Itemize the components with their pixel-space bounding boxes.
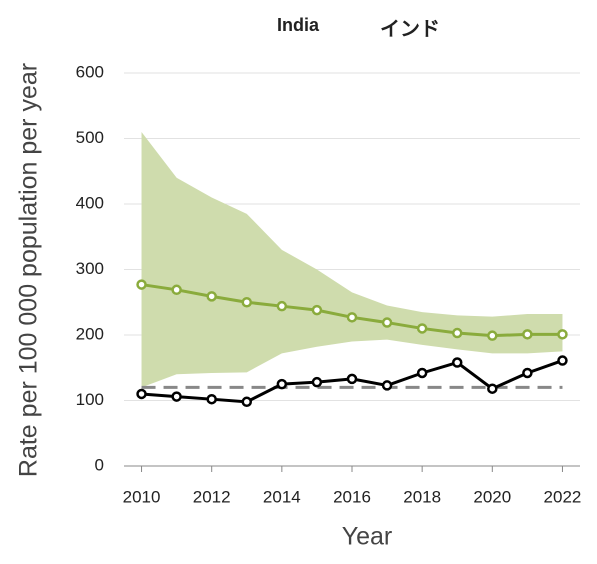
uncertainty-band — [141, 131, 563, 388]
point — [206, 291, 217, 302]
y-tick-label: 300 — [76, 259, 104, 278]
point — [381, 317, 393, 328]
point — [311, 376, 323, 388]
x-axis-label: Year — [342, 523, 393, 551]
point — [416, 367, 428, 379]
y-tick-label: 200 — [76, 324, 104, 343]
x-tick-label: 2010 — [123, 487, 161, 506]
point — [557, 355, 568, 366]
point — [487, 383, 498, 394]
x-tick-label: 2014 — [263, 487, 301, 506]
point — [206, 393, 217, 405]
point — [241, 297, 253, 308]
point — [346, 373, 358, 385]
point — [522, 329, 533, 340]
point — [557, 329, 568, 340]
x-tick-label: 2022 — [544, 487, 582, 506]
y-tick-label: 600 — [76, 62, 104, 81]
chart-title: India — [277, 15, 320, 35]
point — [311, 304, 323, 316]
y-tick-label: 500 — [76, 128, 104, 147]
point — [136, 388, 147, 400]
y-axis-label: Rate per 100 000 population per year — [15, 63, 43, 477]
point — [381, 380, 393, 391]
x-tick-label: 2016 — [333, 487, 371, 506]
point — [136, 279, 147, 290]
point — [171, 284, 182, 296]
y-tick-label: 400 — [76, 193, 104, 212]
point — [276, 300, 288, 312]
point — [522, 367, 533, 379]
x-tick-label: 2020 — [473, 487, 511, 506]
point — [416, 323, 428, 334]
point — [276, 378, 288, 390]
chart-subtitle: インド — [380, 18, 440, 40]
y-tick-label: 0 — [95, 455, 104, 474]
x-tick-label: 2018 — [403, 487, 441, 506]
point — [346, 312, 358, 323]
point — [451, 327, 463, 339]
point — [451, 357, 463, 368]
y-tick-label: 100 — [76, 390, 104, 409]
point — [241, 396, 253, 408]
x-tick-label: 2012 — [193, 487, 231, 506]
point — [171, 391, 182, 402]
point — [487, 330, 498, 341]
